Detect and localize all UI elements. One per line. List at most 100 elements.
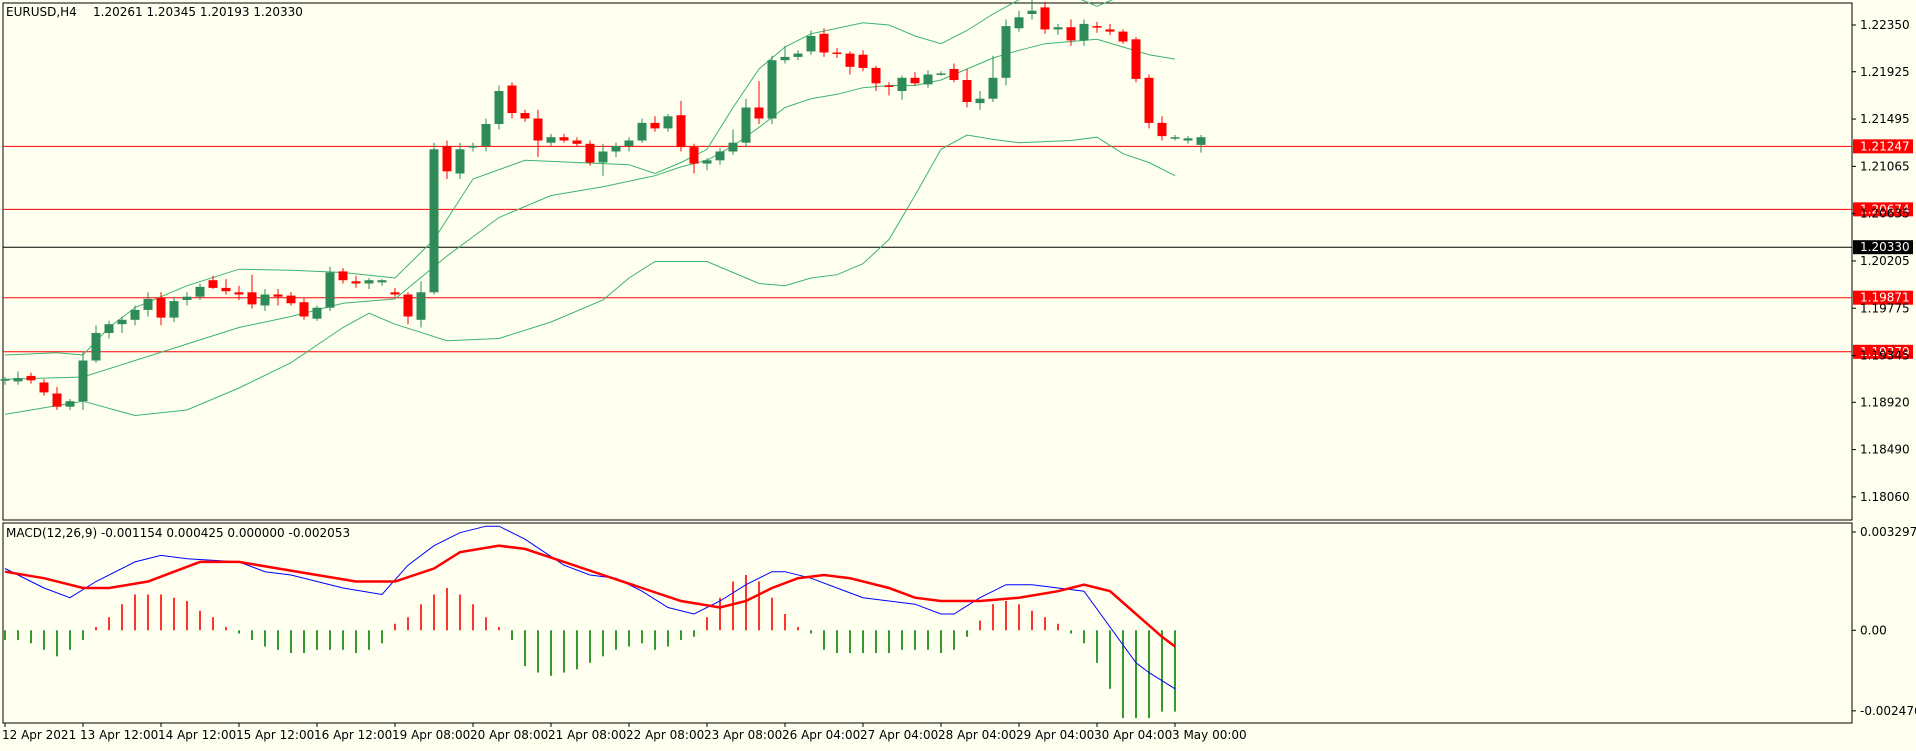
time-tick-label: 12 Apr 2021 [2,728,76,742]
price-axis: 1.22350 1.21925 1.21495 1.21065 1.20635 1.202… [1852,18,1910,504]
bear-candle-body [299,302,309,317]
time-tick-label: 27 Apr 04:00 [860,728,938,742]
time-tick-label: 26 Apr 04:00 [782,728,860,742]
bear-candle-body [1092,26,1102,28]
bollinger-upper-line [4,0,1114,356]
bear-candle-body [234,292,244,295]
price-tick-label: 1.21065 [1860,159,1910,173]
level-price-tag [1853,202,1913,217]
bull-candle-body [1196,137,1206,145]
time-tick-label: 28 Apr 04:00 [938,728,1016,742]
bear-candle-body [520,113,530,119]
macd-tick-label: -0.002476 [1860,704,1916,718]
level-price-tag [1853,344,1913,359]
macd-signal-line [4,544,1176,648]
symbol-label: EURUSD,H4 [6,5,77,19]
bull-candle-body [364,280,374,284]
macd-panel-frame [2,522,1853,724]
bear-candle-body [819,33,829,53]
bull-candle-body [143,298,153,310]
bear-candle-body [338,271,348,281]
time-tick-label: 19 Apr 08:00 [392,728,470,742]
bear-candle-body [585,143,595,163]
time-tick-label: 22 Apr 08:00 [626,728,704,742]
bear-candle-body [949,69,959,80]
macd-tick-label: 0.003297 [1860,525,1916,539]
bull-candle-body [975,98,985,104]
bear-candle-body [273,294,283,297]
bull-candle-body [624,140,634,146]
time-tick-label: 3 May 00:00 [1172,728,1247,742]
bear-candle-body [1105,29,1115,32]
bull-candle-body [91,333,101,361]
bull-candle-body [546,137,556,143]
bear-candle-body [910,77,920,84]
bear-candle-body [1040,7,1050,30]
bear-candle-body [52,393,62,407]
level-price-label: 1.20330 [1860,240,1910,254]
bollinger-lower-line [4,134,1176,417]
time-tick-label: 13 Apr 12:00 [80,728,158,742]
bear-candle-body [1144,77,1154,123]
bull-candle-body [897,77,907,91]
bull-candle-body [117,319,127,325]
bear-candle-body [832,52,842,54]
bull-candle-body [988,77,998,99]
bear-candle-body [871,67,881,84]
price-tick-label: 1.22350 [1860,18,1910,32]
bull-candle-body [455,149,465,174]
bear-candle-body [676,115,686,148]
price-tick-label: 1.20635 [1860,207,1910,221]
bear-candle-body [533,118,543,141]
level-price-tag [1853,139,1913,154]
bull-candle-body [429,149,439,293]
bear-candle-body [351,281,361,284]
time-tick-label: 29 Apr 04:00 [1016,728,1094,742]
bear-candle-body [858,54,868,68]
bull-candle-body [728,142,738,152]
time-tick-label: 15 Apr 12:00 [236,728,314,742]
bear-candle-body [559,137,569,141]
bull-candle-body [793,53,803,57]
bull-candle-body [104,324,114,333]
bull-candle-body [416,292,426,320]
bear-candle-body [962,80,972,102]
price-tick-label: 1.18920 [1860,395,1910,409]
price-tick-label: 1.21495 [1860,112,1910,126]
level-price-label: 1.19871 [1860,291,1910,305]
macd-tick-label: 0.00 [1860,623,1887,637]
bear-candle-body [884,85,894,87]
bull-candle-body [611,146,621,152]
level-price-tag [1853,290,1913,305]
bear-candle-body [208,280,218,288]
time-tick-label: 23 Apr 08:00 [704,728,782,742]
bull-candle-body [663,116,673,129]
bull-candle-body [1053,27,1063,30]
time-tick-label: 30 Apr 04:00 [1094,728,1172,742]
bull-candle-body [806,36,816,52]
bear-candle-body [845,53,855,67]
bull-candle-body [494,91,504,124]
macd-indicator [4,525,1176,719]
time-axis: 12 Apr 2021 13 Apr 12:00 14 Apr 12:00 15 Ap… [2,723,1247,742]
horizontal-levels: 1.21247 1.20674 1.20330 1.19871 1.19379 [3,139,1913,359]
bull-candle-body [312,307,322,319]
bear-candle-body [156,297,166,318]
bear-candle-body [572,140,582,144]
bear-candle-body [650,122,660,129]
bull-candle-body [13,378,23,382]
bull-candle-body [767,60,777,119]
bear-candle-body [26,375,36,381]
level-price-label: 1.19379 [1860,345,1910,359]
bull-candle-body [1001,26,1011,78]
candlesticks [0,0,1206,410]
level-price-tag [1853,240,1913,255]
bear-candle-body [1131,39,1141,79]
bull-candle-body [169,301,179,318]
bear-candle-body [754,107,764,119]
bull-candle-body [637,122,647,141]
time-tick-label: 16 Apr 12:00 [314,728,392,742]
